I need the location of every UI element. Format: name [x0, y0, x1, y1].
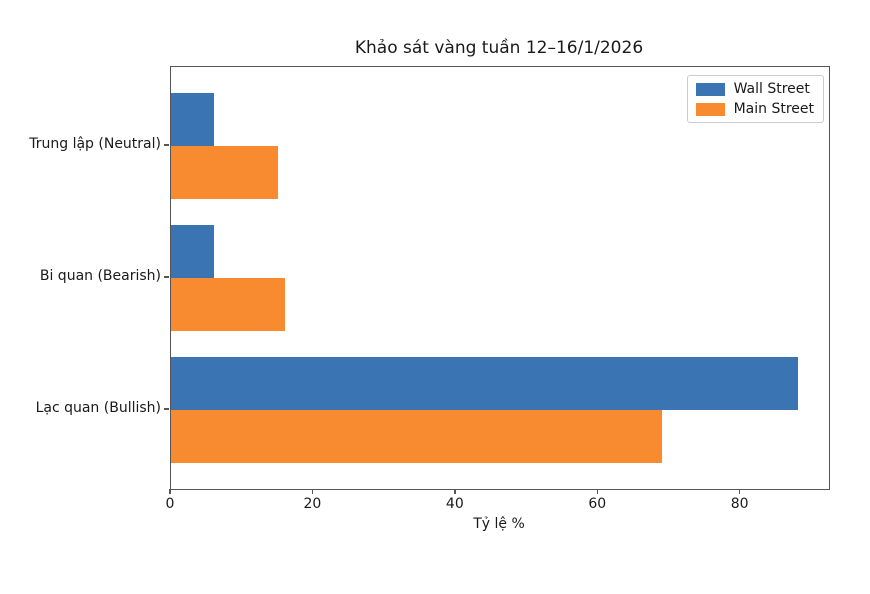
y-tick-mark	[164, 144, 169, 146]
legend-item: Main Street	[695, 101, 814, 117]
x-tick-label: 60	[588, 496, 607, 512]
bar-series1	[171, 225, 214, 278]
bar-series2	[171, 146, 278, 199]
legend-label: Main Street	[733, 101, 814, 117]
x-tick-label: 40	[445, 496, 464, 512]
y-tick-label: Trung lập (Neutral)	[29, 136, 161, 153]
plot-area: Wall Street Main Street	[170, 66, 830, 490]
legend-item: Wall Street	[695, 81, 814, 97]
legend-swatch-icon	[695, 82, 725, 96]
bar-series1	[171, 357, 798, 410]
x-tick-label: 0	[165, 496, 175, 512]
x-tick-label: 80	[730, 496, 749, 512]
bar-series2	[171, 409, 663, 463]
legend-swatch-icon	[695, 102, 725, 116]
bar-series2	[171, 278, 285, 331]
y-tick-mark	[164, 408, 169, 410]
x-tick-mark	[738, 489, 741, 494]
x-axis-title: Tỷ lệ %	[473, 516, 525, 532]
bars-layer	[171, 67, 829, 489]
x-tick-mark	[169, 489, 171, 494]
y-tick-label: Lạc quan (Bullish)	[35, 399, 161, 416]
bar-series1	[171, 93, 214, 147]
y-tick-mark	[164, 276, 169, 278]
legend-label: Wall Street	[733, 81, 810, 97]
y-tick-label: Bi quan (Bearish)	[39, 268, 161, 284]
x-tick-mark	[311, 489, 314, 494]
x-tick-mark	[596, 489, 598, 494]
legend: Wall Street Main Street	[686, 75, 824, 123]
x-tick-label: 20	[303, 496, 322, 512]
x-tick-mark	[454, 489, 456, 494]
chart-title: Khảo sát vàng tuần 12–16/1/2026	[354, 38, 644, 58]
